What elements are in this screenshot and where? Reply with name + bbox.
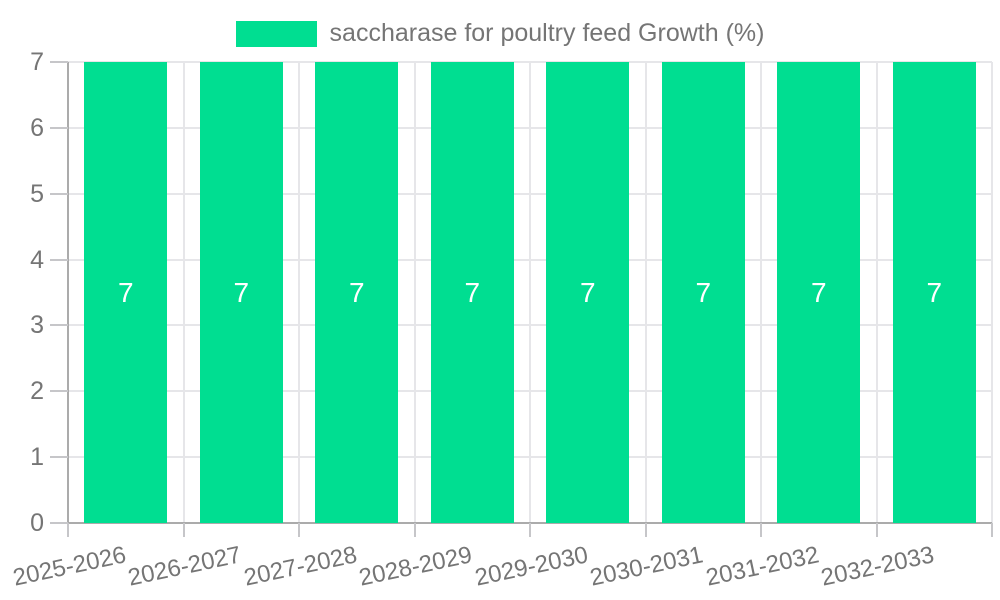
legend-swatch bbox=[235, 20, 317, 47]
y-tick bbox=[50, 258, 68, 261]
bar bbox=[315, 62, 399, 523]
y-tick bbox=[50, 390, 68, 393]
x-tick bbox=[413, 523, 416, 537]
y-tick-label: 2 bbox=[30, 377, 44, 406]
bar-value-label: 7 bbox=[926, 276, 943, 308]
bar-value-label: 7 bbox=[579, 276, 596, 308]
x-tick bbox=[298, 523, 300, 537]
v-gridline bbox=[875, 62, 878, 523]
y-tick bbox=[50, 192, 68, 195]
x-tick-label: 2027-2028 bbox=[241, 541, 360, 592]
x-tick bbox=[760, 523, 762, 537]
bar bbox=[84, 62, 168, 523]
x-tick bbox=[644, 523, 647, 537]
x-tick bbox=[529, 523, 531, 537]
x-tick bbox=[182, 523, 185, 537]
x-axis-line bbox=[50, 522, 992, 524]
y-tick-label: 1 bbox=[30, 443, 44, 472]
y-tick-label: 5 bbox=[30, 179, 44, 208]
v-gridline bbox=[298, 62, 300, 523]
y-axis-line bbox=[67, 62, 69, 523]
y-tick bbox=[50, 522, 68, 524]
bar bbox=[546, 62, 630, 523]
y-tick-label: 7 bbox=[30, 48, 44, 76]
x-tick bbox=[67, 523, 69, 537]
legend-label: saccharase for poultry feed Growth (%) bbox=[329, 19, 765, 47]
x-tick-label: 2025-2026 bbox=[10, 541, 129, 592]
chart-legend[interactable]: saccharase for poultry feed Growth (%) bbox=[0, 19, 1000, 48]
y-tick bbox=[50, 456, 68, 459]
y-tick-label: 4 bbox=[30, 245, 44, 274]
v-gridline bbox=[413, 62, 416, 523]
x-tick-label: 2029-2030 bbox=[472, 541, 591, 592]
x-tick-label: 2026-2027 bbox=[126, 541, 244, 592]
v-gridline bbox=[529, 62, 531, 523]
x-tick-label: 2032-2033 bbox=[819, 541, 937, 592]
y-tick bbox=[50, 61, 68, 63]
v-gridline bbox=[760, 62, 762, 523]
bar bbox=[430, 62, 514, 523]
x-tick-label: 2028-2029 bbox=[357, 541, 475, 592]
x-tick-label: 2030-2031 bbox=[588, 541, 706, 592]
y-tick-label: 6 bbox=[30, 113, 44, 142]
x-tick bbox=[991, 523, 993, 537]
bar bbox=[661, 62, 745, 523]
bar-value-label: 7 bbox=[464, 276, 481, 308]
bar-value-label: 7 bbox=[348, 276, 365, 308]
bar bbox=[199, 62, 283, 523]
y-tick bbox=[50, 324, 68, 327]
v-gridline bbox=[644, 62, 647, 523]
bar-value-label: 7 bbox=[695, 276, 712, 308]
bar-value-label: 7 bbox=[117, 276, 134, 308]
y-tick-label: 0 bbox=[30, 509, 44, 537]
y-tick-label: 3 bbox=[30, 311, 44, 340]
bar-value-label: 7 bbox=[233, 276, 250, 308]
x-tick bbox=[875, 523, 878, 537]
v-gridline bbox=[991, 62, 993, 523]
v-gridline bbox=[182, 62, 185, 523]
bar bbox=[892, 62, 976, 523]
bar bbox=[777, 62, 861, 523]
x-tick-label: 2031-2032 bbox=[703, 541, 822, 592]
bar-value-label: 7 bbox=[810, 276, 827, 308]
y-tick bbox=[50, 126, 68, 129]
